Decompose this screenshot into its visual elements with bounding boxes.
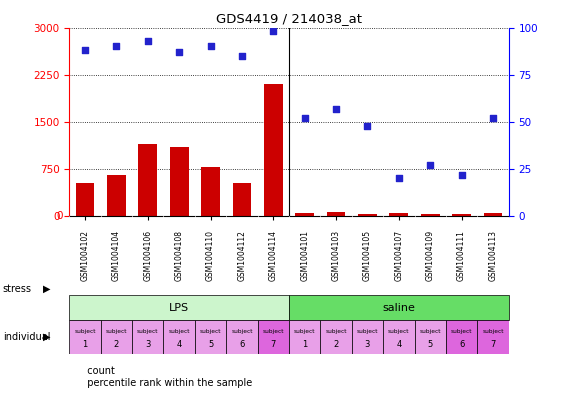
Point [331,105,340,112]
Bar [69,295,289,320]
Point [143,38,153,44]
Text: LPS: LPS [169,303,189,312]
Bar [132,320,164,354]
Text: count: count [81,366,115,376]
Bar [164,320,195,354]
Point [206,43,215,50]
Text: subject: subject [75,329,96,334]
Text: 2: 2 [114,340,119,349]
Point [457,171,466,178]
Text: GSM1004104: GSM1004104 [112,230,121,281]
Text: subject: subject [231,329,253,334]
Text: subject: subject [388,329,410,334]
Text: subject: subject [200,329,221,334]
Text: subject: subject [325,329,347,334]
Text: subject: subject [168,329,190,334]
Text: ▶: ▶ [43,284,51,294]
Text: 3: 3 [365,340,370,349]
Text: subject: subject [262,329,284,334]
Title: GDS4419 / 214038_at: GDS4419 / 214038_at [216,12,362,25]
Bar [477,320,509,354]
Text: GSM1004107: GSM1004107 [394,230,403,281]
Bar [421,214,440,216]
Bar [390,213,408,216]
Text: GSM1004109: GSM1004109 [426,230,435,281]
Text: GSM1004105: GSM1004105 [363,230,372,281]
Text: 1: 1 [302,340,307,349]
Text: subject: subject [451,329,472,334]
Bar [101,320,132,354]
Bar [446,320,477,354]
Point [488,115,498,121]
Text: 0: 0 [57,211,63,221]
Text: 5: 5 [428,340,433,349]
Text: GSM1004110: GSM1004110 [206,230,215,281]
Bar [452,214,471,216]
Text: GSM1004113: GSM1004113 [488,230,498,281]
Text: subject: subject [420,329,441,334]
Point [112,43,121,50]
Bar [320,320,352,354]
Bar [295,213,314,216]
Bar [226,320,258,354]
Bar [414,320,446,354]
Text: subject: subject [137,329,158,334]
Point [363,123,372,129]
Text: 1: 1 [83,340,88,349]
Text: GSM1004103: GSM1004103 [332,230,340,281]
Point [80,47,90,53]
Text: GSM1004106: GSM1004106 [143,230,152,281]
Point [238,53,247,59]
Text: 2: 2 [334,340,339,349]
Bar [201,167,220,216]
Bar [69,320,101,354]
Text: ▶: ▶ [43,332,51,342]
Text: 5: 5 [208,340,213,349]
Text: 7: 7 [490,340,496,349]
Text: GSM1004114: GSM1004114 [269,230,278,281]
Bar [358,214,377,216]
Text: GSM1004111: GSM1004111 [457,230,466,281]
Point [175,49,184,55]
Text: subject: subject [482,329,503,334]
Point [425,162,435,168]
Text: percentile rank within the sample: percentile rank within the sample [81,378,252,388]
Text: GSM1004112: GSM1004112 [238,230,246,281]
Bar [289,320,320,354]
Text: 7: 7 [271,340,276,349]
Text: individual: individual [3,332,50,342]
Bar [352,320,383,354]
Point [394,175,403,182]
Text: GSM1004108: GSM1004108 [175,230,184,281]
Bar [232,183,251,216]
Bar [327,212,346,216]
Text: stress: stress [3,284,32,294]
Text: subject: subject [106,329,127,334]
Bar [107,175,126,216]
Text: subject: subject [294,329,316,334]
Bar [76,183,94,216]
Bar [383,320,414,354]
Point [269,28,278,35]
Text: GSM1004102: GSM1004102 [80,230,90,281]
Bar [484,213,502,216]
Bar [138,144,157,216]
Point [300,115,309,121]
Bar [264,84,283,216]
Text: 6: 6 [459,340,464,349]
Bar [170,147,188,216]
Text: GSM1004101: GSM1004101 [300,230,309,281]
Text: 3: 3 [145,340,150,349]
Text: subject: subject [357,329,378,334]
Text: 6: 6 [239,340,244,349]
Bar [258,320,289,354]
Bar [289,295,509,320]
Text: 4: 4 [176,340,182,349]
Text: saline: saline [383,303,415,312]
Text: 4: 4 [396,340,402,349]
Bar [195,320,226,354]
